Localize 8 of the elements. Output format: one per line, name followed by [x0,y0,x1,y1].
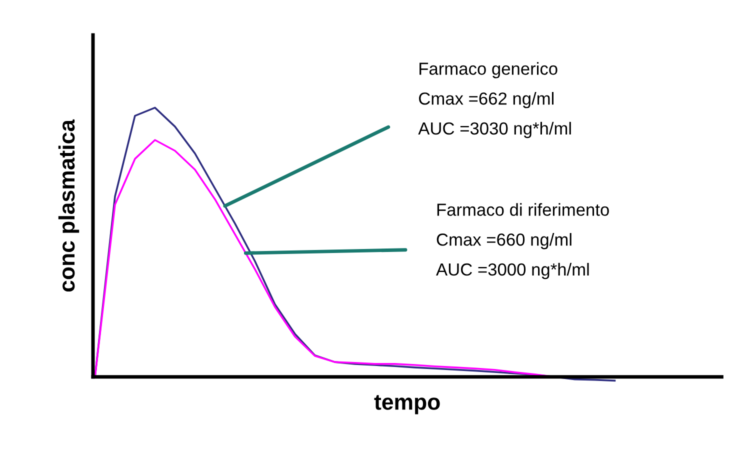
annotation: Cmax =662 ng/ml [419,92,554,108]
x-axis-title: tempo [374,395,440,414]
text: Farmaco generico [420,62,558,78]
y-axis-title: conc plasmatica [58,119,80,292]
annotation: AUC =3000 ng*h/ml [436,262,589,280]
annotation: AUC =3030 ng*h/ml [418,122,571,138]
annotation: Cmax =660 ng/ml [436,233,572,250]
annotation: Farmaco di riferimento [437,203,609,216]
